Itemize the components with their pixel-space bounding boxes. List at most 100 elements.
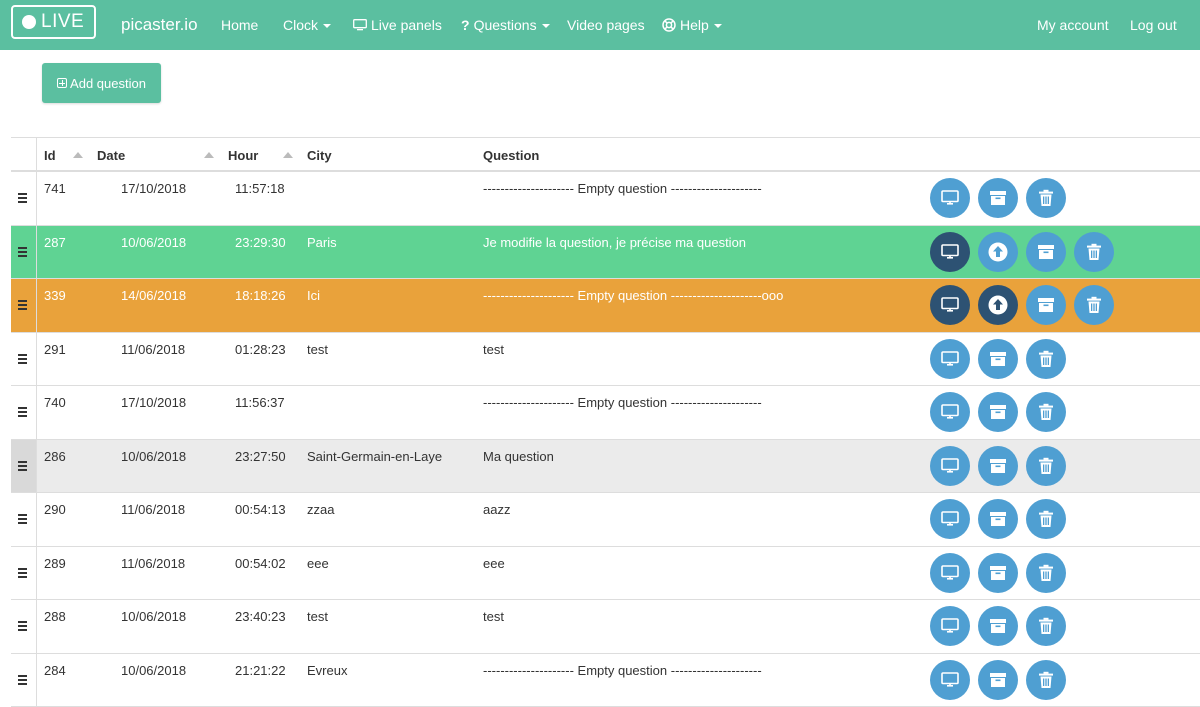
table-row[interactable]: 287 10/06/2018 23:29:30 Paris Je modifie…: [11, 226, 1200, 280]
archive-button[interactable]: [1026, 285, 1066, 325]
drag-handle-icon[interactable]: [18, 568, 27, 579]
cell-hour: 21:21:22: [235, 663, 286, 678]
delete-button[interactable]: [1026, 446, 1066, 486]
drag-handle-icon[interactable]: [18, 354, 27, 365]
table-row[interactable]: 284 10/06/2018 21:21:22 Evreux ---------…: [11, 654, 1200, 707]
delete-button[interactable]: [1026, 553, 1066, 593]
display-button[interactable]: [930, 392, 970, 432]
display-button[interactable]: [930, 499, 970, 539]
drag-handle-cell[interactable]: [11, 600, 37, 653]
delete-button[interactable]: [1074, 232, 1114, 272]
drag-handle-icon[interactable]: [18, 247, 27, 258]
archive-button[interactable]: [978, 339, 1018, 379]
brand-link[interactable]: picaster.io: [121, 15, 198, 35]
display-button[interactable]: [930, 553, 970, 593]
table-row[interactable]: 286 10/06/2018 23:27:50 Saint-Germain-en…: [11, 440, 1200, 494]
nav-my-account[interactable]: My account: [1037, 17, 1109, 33]
nav-questions-dropdown[interactable]: ? Questions: [461, 17, 550, 33]
row-actions: [930, 660, 1074, 700]
nav-log-out[interactable]: Log out: [1130, 17, 1177, 33]
drag-handle-cell[interactable]: [11, 386, 37, 439]
archive-button[interactable]: [978, 499, 1018, 539]
delete-button[interactable]: [1074, 285, 1114, 325]
display-button[interactable]: [930, 232, 970, 272]
cell-date: 10/06/2018: [121, 663, 186, 678]
drag-handle-icon[interactable]: [18, 193, 27, 204]
drag-handle-icon[interactable]: [18, 514, 27, 525]
drag-handle-icon[interactable]: [18, 675, 27, 686]
table-row[interactable]: 290 11/06/2018 00:54:13 zzaa aazz: [11, 493, 1200, 547]
table-row[interactable]: 289 11/06/2018 00:54:02 eee eee: [11, 547, 1200, 601]
drag-handle-cell[interactable]: [11, 226, 37, 279]
column-header-question[interactable]: Question: [483, 148, 539, 163]
sort-ascending-icon[interactable]: [283, 152, 293, 158]
question-mark-icon: ?: [461, 17, 470, 33]
drag-handle-cell[interactable]: [11, 440, 37, 493]
row-actions: [930, 499, 1074, 539]
cell-id: 289: [44, 556, 66, 571]
archive-button[interactable]: [978, 553, 1018, 593]
archive-button[interactable]: [1026, 232, 1066, 272]
nav-home[interactable]: Home: [221, 17, 258, 33]
row-actions: [930, 392, 1074, 432]
display-button[interactable]: [930, 285, 970, 325]
sort-ascending-icon[interactable]: [73, 152, 83, 158]
push-live-button[interactable]: [978, 232, 1018, 272]
column-header-date[interactable]: Date: [97, 148, 125, 163]
monitor-icon: [941, 565, 959, 581]
display-button[interactable]: [930, 606, 970, 646]
cell-question: Je modifie la question, je précise ma qu…: [483, 235, 746, 250]
column-header-hour[interactable]: Hour: [228, 148, 258, 163]
push-live-button[interactable]: [978, 285, 1018, 325]
archive-button[interactable]: [978, 392, 1018, 432]
trash-icon: [1038, 403, 1054, 421]
display-button[interactable]: [930, 339, 970, 379]
nav-help-dropdown[interactable]: Help: [662, 17, 722, 33]
drag-handle-icon[interactable]: [18, 300, 27, 311]
sort-ascending-icon[interactable]: [204, 152, 214, 158]
nav-clock-label: Clock: [283, 17, 318, 33]
live-badge[interactable]: LIVE: [11, 5, 96, 39]
delete-button[interactable]: [1026, 606, 1066, 646]
cell-date: 17/10/2018: [121, 181, 186, 196]
questions-table: Id Date Hour City Question 741 17/10/201…: [11, 137, 1200, 707]
delete-button[interactable]: [1026, 178, 1066, 218]
display-button[interactable]: [930, 446, 970, 486]
archive-button[interactable]: [978, 606, 1018, 646]
add-question-button[interactable]: Add question: [42, 63, 161, 103]
chevron-down-icon: [714, 24, 722, 28]
cell-city: Paris: [307, 235, 337, 250]
table-row[interactable]: 740 17/10/2018 11:56:37 ----------------…: [11, 386, 1200, 440]
row-actions: [930, 232, 1122, 272]
table-row[interactable]: 291 11/06/2018 01:28:23 test test: [11, 333, 1200, 387]
drag-handle-cell[interactable]: [11, 654, 37, 707]
table-row[interactable]: 339 14/06/2018 18:18:26 Ici ------------…: [11, 279, 1200, 333]
delete-button[interactable]: [1026, 339, 1066, 379]
display-button[interactable]: [930, 178, 970, 218]
column-header-id[interactable]: Id: [44, 148, 56, 163]
drag-handle-cell[interactable]: [11, 333, 37, 386]
table-row[interactable]: 741 17/10/2018 11:57:18 ----------------…: [11, 172, 1200, 226]
delete-button[interactable]: [1026, 660, 1066, 700]
column-header-city[interactable]: City: [307, 148, 332, 163]
cell-hour: 11:56:37: [235, 395, 285, 410]
delete-button[interactable]: [1026, 392, 1066, 432]
table-row[interactable]: 288 10/06/2018 23:40:23 test test: [11, 600, 1200, 654]
drag-handle-cell[interactable]: [11, 493, 37, 546]
display-button[interactable]: [930, 660, 970, 700]
drag-handle-cell[interactable]: [11, 172, 37, 225]
archive-button[interactable]: [978, 178, 1018, 218]
live-label: LIVE: [41, 11, 84, 33]
drag-handle-icon[interactable]: [18, 461, 27, 472]
drag-handle-icon[interactable]: [18, 407, 27, 418]
nav-video-pages[interactable]: Video pages: [567, 17, 645, 33]
drag-handle-icon[interactable]: [18, 621, 27, 632]
cell-hour: 18:18:26: [235, 288, 286, 303]
archive-button[interactable]: [978, 660, 1018, 700]
nav-live-panels[interactable]: Live panels: [353, 17, 442, 33]
drag-handle-cell[interactable]: [11, 279, 37, 332]
nav-clock-dropdown[interactable]: Clock: [283, 17, 331, 33]
drag-handle-cell[interactable]: [11, 547, 37, 600]
archive-button[interactable]: [978, 446, 1018, 486]
delete-button[interactable]: [1026, 499, 1066, 539]
